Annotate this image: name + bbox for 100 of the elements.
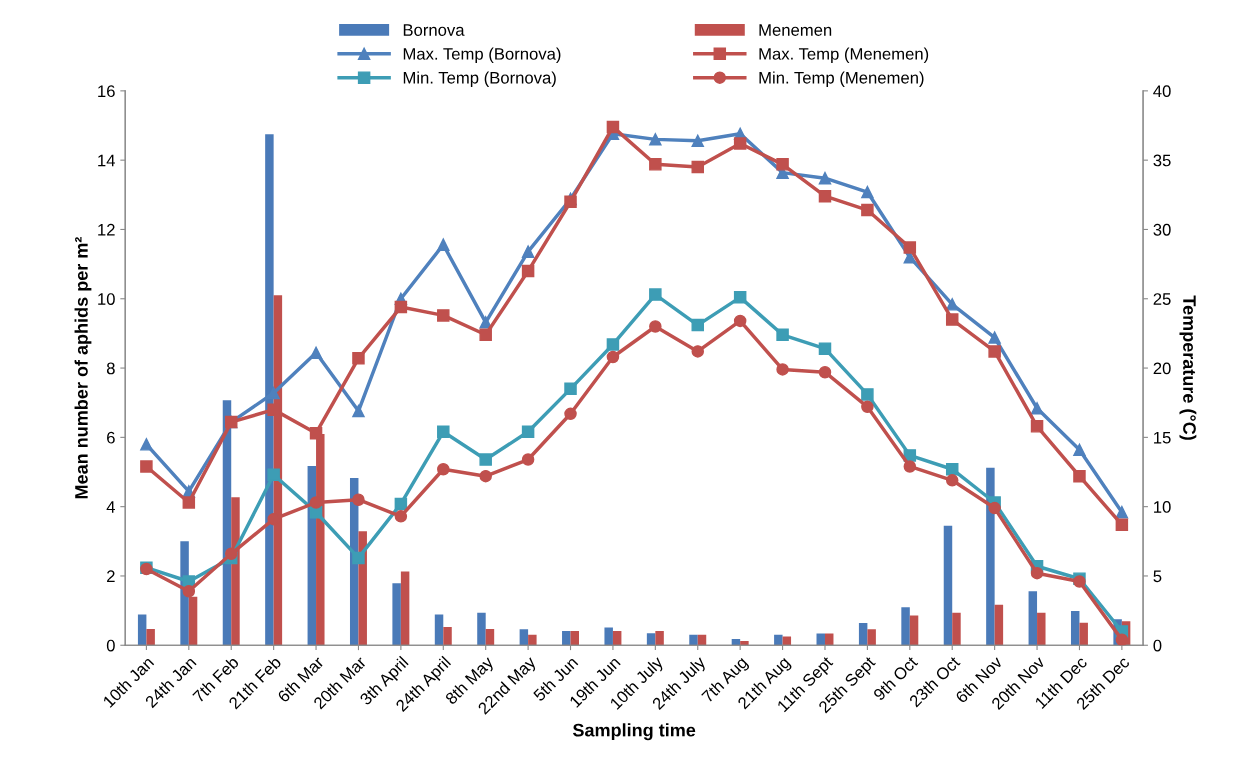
bar: [858, 623, 868, 646]
point: [818, 189, 832, 203]
y-tick-label: 6: [107, 431, 115, 444]
point: [182, 496, 196, 509]
y2-tick-label: 40: [1153, 85, 1171, 98]
y2-tick-label: 15: [1154, 431, 1171, 444]
bar: [477, 612, 486, 646]
point: [352, 404, 365, 418]
bar: [443, 626, 452, 646]
y-tick-label: 2: [107, 570, 115, 582]
y2-tick-label: 20: [1153, 362, 1171, 375]
point: [649, 133, 662, 146]
legend-label: Menemen: [759, 24, 832, 36]
point: [988, 345, 1001, 358]
point: [945, 474, 959, 487]
bar: [137, 614, 147, 646]
y-axis-title: Mean number of aphids per m²: [74, 237, 92, 499]
point: [776, 363, 789, 376]
bar: [731, 639, 741, 646]
bar: [689, 634, 698, 646]
point: [818, 365, 832, 379]
point: [140, 460, 153, 473]
bar: [994, 604, 1004, 646]
point: [437, 425, 450, 439]
point: [1073, 469, 1086, 483]
point: [691, 318, 705, 332]
bar: [485, 628, 495, 646]
bar: [604, 627, 613, 646]
point: [1030, 420, 1044, 433]
point: [140, 438, 153, 451]
bar: [1079, 622, 1088, 646]
point: [521, 453, 535, 466]
bar: [400, 571, 410, 646]
bar: [519, 629, 529, 646]
point: [309, 426, 323, 440]
bar: [901, 607, 910, 646]
point: [733, 314, 747, 328]
point: [1115, 633, 1129, 646]
point: [818, 342, 832, 355]
y-tick-label: 8: [106, 362, 115, 375]
y2-tick-label: 5: [1153, 570, 1162, 583]
point: [479, 469, 492, 483]
point: [437, 238, 450, 251]
point: [479, 316, 492, 329]
point: [1030, 566, 1044, 580]
legend-label: Bornova: [403, 24, 465, 36]
point: [691, 345, 705, 358]
point: [776, 328, 789, 342]
point: [861, 203, 874, 217]
point: [479, 453, 492, 466]
y-tick-label: 14: [98, 154, 115, 167]
point: [691, 134, 705, 148]
bar: [570, 631, 579, 646]
point: [564, 407, 577, 421]
point: [649, 320, 662, 333]
point: [479, 328, 492, 342]
bar: [816, 633, 825, 646]
point: [776, 158, 789, 171]
point: [394, 497, 408, 511]
point: [564, 382, 577, 396]
y2-tick-label: 30: [1153, 223, 1171, 236]
point: [437, 309, 450, 322]
point: [352, 551, 365, 565]
y-tick-label: 16: [98, 85, 115, 98]
y2-tick-label: 35: [1153, 154, 1171, 167]
point: [394, 510, 408, 523]
point: [861, 185, 874, 199]
point: [352, 493, 365, 506]
y-tick-label: 12: [98, 223, 115, 236]
point: [1073, 443, 1086, 457]
point: [267, 386, 280, 400]
point: [945, 313, 959, 326]
point: [1115, 505, 1129, 519]
point: [521, 245, 535, 258]
point: [861, 388, 874, 401]
bar: [740, 641, 749, 646]
point: [267, 468, 280, 482]
point: [394, 300, 408, 314]
bar: [986, 467, 995, 646]
point: [691, 160, 705, 174]
y2-axis-title: Temperature (°C): [1179, 295, 1197, 440]
legend-label: Min. Temp (Menemen): [759, 71, 924, 87]
point: [988, 331, 1001, 344]
point: [945, 462, 959, 476]
bar: [612, 631, 622, 646]
bar: [1070, 610, 1080, 646]
bar: [697, 634, 707, 646]
point: [988, 501, 1001, 515]
point: [903, 460, 917, 473]
bar: [774, 634, 783, 646]
point: [521, 425, 535, 439]
legend-label: Max. Temp (Bornova): [403, 47, 561, 64]
bar: [358, 531, 367, 646]
point: [861, 400, 874, 414]
bar: [562, 631, 571, 646]
y2-tick-label: 0: [1153, 639, 1162, 652]
legend-label: Min. Temp (Bornova): [403, 71, 556, 87]
point: [564, 195, 577, 208]
bar: [867, 629, 876, 646]
point: [437, 462, 450, 476]
